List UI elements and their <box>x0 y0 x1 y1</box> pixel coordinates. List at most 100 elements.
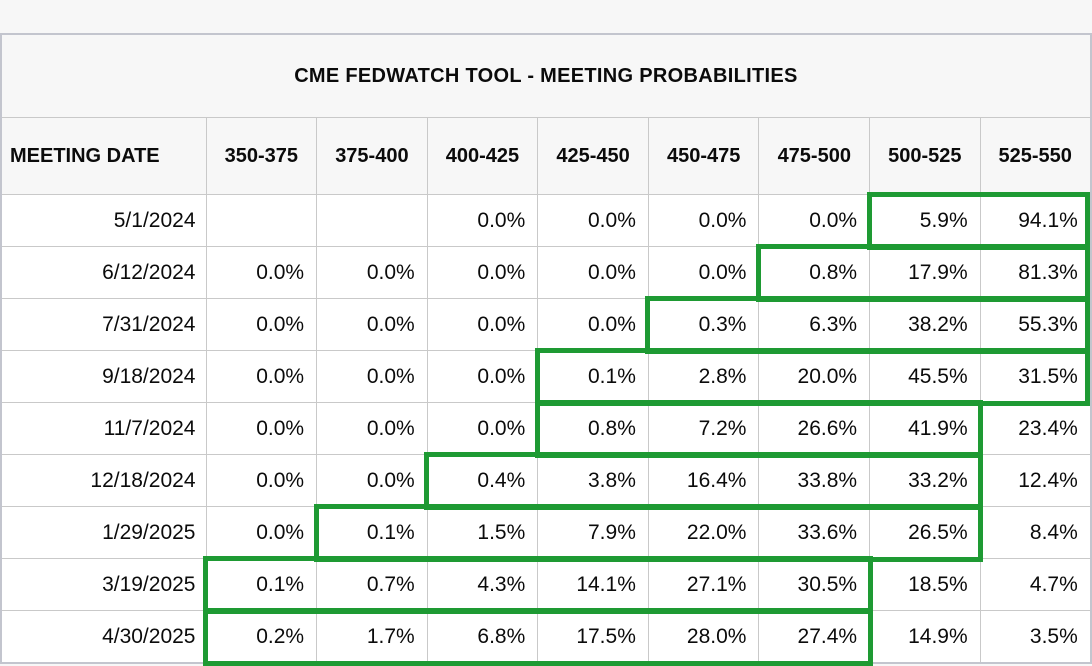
meeting-date-cell: 12/18/2024 <box>1 455 206 507</box>
column-header-range-500-525: 500-525 <box>870 118 981 195</box>
meeting-date-cell: 5/1/2024 <box>1 195 206 247</box>
probability-cell: 3.8% <box>538 455 649 507</box>
meeting-date-cell: 4/30/2025 <box>1 611 206 664</box>
probability-cell: 1.7% <box>317 611 428 664</box>
probability-cell: 0.0% <box>206 455 317 507</box>
probability-cell: 16.4% <box>648 455 759 507</box>
probability-cell: 2.8% <box>648 351 759 403</box>
table-title: CME FEDWATCH TOOL - MEETING PROBABILITIE… <box>1 34 1091 118</box>
probability-cell: 0.0% <box>206 299 317 351</box>
probability-cell: 0.0% <box>648 247 759 299</box>
meeting-date-cell: 11/7/2024 <box>1 403 206 455</box>
probability-cell: 0.1% <box>538 351 649 403</box>
probability-cell: 0.0% <box>206 351 317 403</box>
probability-cell: 1.5% <box>427 507 538 559</box>
meeting-date-cell: 1/29/2025 <box>1 507 206 559</box>
column-header-range-475-500: 475-500 <box>759 118 870 195</box>
probability-cell: 28.0% <box>648 611 759 664</box>
probability-cell: 8.4% <box>980 507 1091 559</box>
probability-cell: 23.4% <box>980 403 1091 455</box>
probability-cell: 33.8% <box>759 455 870 507</box>
probability-cell <box>317 195 428 247</box>
probability-cell: 0.0% <box>538 247 649 299</box>
probability-cell: 0.1% <box>317 507 428 559</box>
probability-cell: 30.5% <box>759 559 870 611</box>
probability-cell: 22.0% <box>648 507 759 559</box>
meeting-date-cell: 6/12/2024 <box>1 247 206 299</box>
probability-cell: 0.1% <box>206 559 317 611</box>
probability-cell: 0.0% <box>206 507 317 559</box>
column-header-range-350-375: 350-375 <box>206 118 317 195</box>
probability-cell: 3.5% <box>980 611 1091 664</box>
column-header-range-375-400: 375-400 <box>317 118 428 195</box>
probability-cell: 18.5% <box>870 559 981 611</box>
column-header-range-450-475: 450-475 <box>648 118 759 195</box>
probability-cell: 27.4% <box>759 611 870 664</box>
probability-cell: 17.5% <box>538 611 649 664</box>
column-header-range-400-425: 400-425 <box>427 118 538 195</box>
fedwatch-table-wrap: CME FEDWATCH TOOL - MEETING PROBABILITIE… <box>0 33 1090 664</box>
probability-cell: 0.0% <box>317 455 428 507</box>
probability-cell: 0.0% <box>206 403 317 455</box>
probability-cell: 0.0% <box>538 195 649 247</box>
meeting-date-cell: 3/19/2025 <box>1 559 206 611</box>
probability-cell <box>206 195 317 247</box>
probability-cell: 4.3% <box>427 559 538 611</box>
probability-cell: 20.0% <box>759 351 870 403</box>
probability-cell: 7.2% <box>648 403 759 455</box>
fedwatch-probabilities-table: CME FEDWATCH TOOL - MEETING PROBABILITIE… <box>0 33 1092 664</box>
probability-cell: 27.1% <box>648 559 759 611</box>
probability-cell: 45.5% <box>870 351 981 403</box>
probability-cell: 0.0% <box>427 195 538 247</box>
probability-cell: 0.0% <box>317 299 428 351</box>
table-title-row: CME FEDWATCH TOOL - MEETING PROBABILITIE… <box>1 34 1091 118</box>
probability-cell: 17.9% <box>870 247 981 299</box>
probability-cell: 0.0% <box>317 247 428 299</box>
probability-cell: 7.9% <box>538 507 649 559</box>
probability-cell: 14.1% <box>538 559 649 611</box>
probability-cell: 0.0% <box>759 195 870 247</box>
probability-cell: 0.0% <box>317 351 428 403</box>
probability-cell: 6.3% <box>759 299 870 351</box>
meeting-date-cell: 9/18/2024 <box>1 351 206 403</box>
probability-cell: 4.7% <box>980 559 1091 611</box>
probability-cell: 0.4% <box>427 455 538 507</box>
probability-cell: 0.0% <box>427 351 538 403</box>
probability-cell: 0.0% <box>538 299 649 351</box>
probability-cell: 6.8% <box>427 611 538 664</box>
probability-cell: 5.9% <box>870 195 981 247</box>
probability-cell: 0.3% <box>648 299 759 351</box>
probability-cell: 0.0% <box>427 247 538 299</box>
probability-cell: 0.0% <box>206 247 317 299</box>
probability-cell: 41.9% <box>870 403 981 455</box>
probability-cell: 0.8% <box>538 403 649 455</box>
column-header-range-525-550: 525-550 <box>980 118 1091 195</box>
probability-cell: 12.4% <box>980 455 1091 507</box>
probability-cell: 0.0% <box>317 403 428 455</box>
probability-cell: 26.6% <box>759 403 870 455</box>
column-header-meeting-date: MEETING DATE <box>1 118 206 195</box>
probability-cell: 33.2% <box>870 455 981 507</box>
probability-cell: 0.0% <box>648 195 759 247</box>
probability-cell: 38.2% <box>870 299 981 351</box>
probability-cell: 0.7% <box>317 559 428 611</box>
probability-cell: 33.6% <box>759 507 870 559</box>
probability-cell: 14.9% <box>870 611 981 664</box>
meeting-date-cell: 7/31/2024 <box>1 299 206 351</box>
probability-cell: 0.8% <box>759 247 870 299</box>
probability-cell: 81.3% <box>980 247 1091 299</box>
probability-cell: 31.5% <box>980 351 1091 403</box>
probability-cell: 0.2% <box>206 611 317 664</box>
column-header-range-425-450: 425-450 <box>538 118 649 195</box>
